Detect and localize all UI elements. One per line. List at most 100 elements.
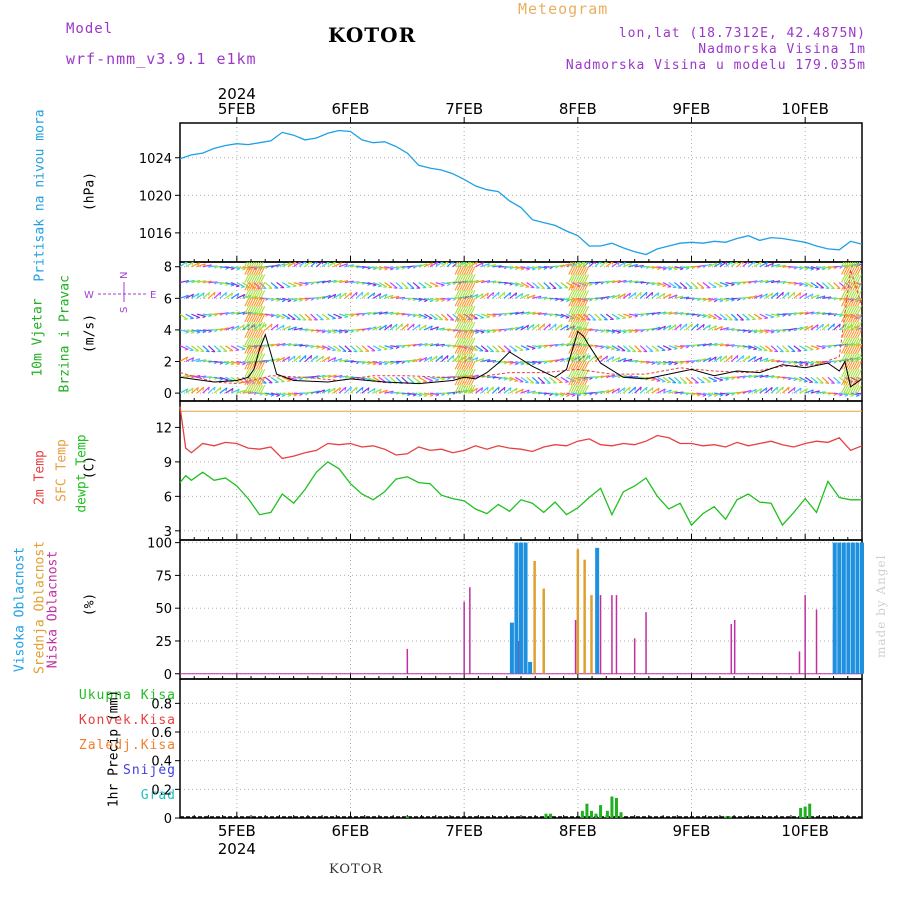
wind-arrow-head — [805, 293, 808, 297]
wind_gust-line — [179, 269, 863, 385]
wind-arrow-vertical — [850, 313, 856, 323]
wind-arrow-head — [338, 331, 343, 334]
wind-arrow-vertical — [248, 353, 254, 362]
wind-arrow — [600, 389, 610, 394]
wind-arrow-head — [793, 378, 798, 382]
wind-arrow — [190, 387, 199, 394]
wind-arrow-vertical — [577, 274, 583, 283]
wind-arrow-head — [293, 394, 298, 397]
wind-arrow — [554, 297, 565, 301]
wind-arrow-vertical — [253, 345, 259, 354]
wind-arrow — [236, 293, 246, 299]
wind-arrow-head — [361, 292, 364, 296]
wind-arrow-vertical — [841, 298, 846, 307]
wind-arrow — [645, 312, 656, 315]
wind-arrow-head — [685, 361, 690, 365]
wind-arrow — [605, 388, 615, 394]
wind-arrow-head — [764, 331, 769, 334]
wind-arrow — [293, 392, 303, 395]
wind-arrow-vertical — [847, 345, 853, 354]
wind-arrow-vertical — [251, 266, 257, 275]
wind-arrow-head — [634, 315, 639, 318]
model-elevation-label: Nadmorska Visina u modelu 179.035m — [565, 58, 866, 73]
wind-arrow-vertical — [260, 282, 266, 291]
wind-arrow-head — [549, 393, 553, 397]
wind-arrow — [657, 360, 667, 365]
wind-arrow — [412, 323, 421, 331]
wind-arrow-vertical — [251, 345, 257, 354]
wind-arrow — [833, 376, 841, 384]
wind-arrow — [645, 360, 655, 364]
wind-arrow — [486, 264, 496, 268]
wind-arrow — [759, 357, 769, 363]
wind-arrow-vertical — [251, 305, 257, 315]
wind-arrow — [788, 327, 798, 331]
wind-arrow — [214, 360, 224, 364]
wind-arrow — [605, 356, 615, 363]
wind-arrow — [622, 345, 631, 352]
wind-arrow — [770, 313, 781, 317]
cloud-ytick-label: 50 — [155, 602, 172, 617]
wind-arrow — [759, 279, 769, 284]
wind-arrow — [730, 262, 738, 268]
wind-arrow — [651, 326, 661, 331]
wind-arrow — [338, 313, 348, 318]
wind-arrow-head — [611, 348, 615, 351]
wind-arrow-field — [180, 262, 862, 397]
wind-arrow-vertical — [584, 274, 590, 283]
wind-arrow — [628, 280, 638, 284]
wind-arrow-head — [838, 323, 841, 328]
wind-arrow — [509, 281, 519, 286]
wind-arrow — [219, 387, 228, 394]
wind-arrow — [736, 390, 746, 394]
wind-arrow-head — [225, 283, 229, 286]
wind-arrow — [503, 291, 512, 299]
wind-arrow-vertical — [854, 282, 860, 291]
wind-arrow-vertical — [857, 361, 862, 370]
wind-arrow — [497, 291, 506, 299]
wind-arrow-vertical — [251, 384, 257, 394]
wind-arrow-vertical — [468, 305, 474, 315]
wind-arrow-vertical — [852, 329, 858, 339]
wind-arrow-vertical — [852, 369, 858, 378]
wind-arrow-vertical — [841, 282, 846, 291]
wind-arrow-head — [657, 292, 660, 297]
wind-arrow-vertical — [260, 376, 266, 386]
wind-arrow-head — [634, 292, 637, 297]
wind-arrow-vertical — [470, 274, 476, 283]
wind-arrow-vertical — [570, 290, 576, 299]
wind-arrow-head — [407, 266, 411, 270]
wind-arrow — [804, 281, 814, 288]
wind-arrow — [202, 280, 212, 284]
wind-arrow-head — [830, 287, 835, 290]
wind-arrow — [441, 262, 448, 268]
wind-arrow-vertical — [465, 384, 471, 394]
wind-arrow — [287, 313, 296, 320]
wind-arrow-vertical — [568, 313, 574, 323]
wind-arrow — [384, 323, 393, 331]
wind-arrow — [696, 323, 705, 331]
wind-arrow-vertical — [459, 329, 465, 339]
wind-arrow-vertical — [570, 266, 576, 275]
wind-arrow-head — [657, 387, 660, 392]
wind-arrow — [816, 266, 826, 270]
wind-arrow-head — [447, 298, 451, 302]
wind-arrow — [782, 291, 790, 299]
wind-arrow-head — [429, 380, 433, 383]
wind-arrow-head — [282, 324, 285, 329]
wind-arrow-head — [719, 356, 722, 360]
wind-arrow-vertical — [854, 337, 860, 346]
wind-arrow-vertical — [248, 321, 254, 331]
wind-arrow-vertical — [255, 384, 261, 394]
wind-arrow-vertical — [857, 262, 861, 267]
wind-arrow-vertical — [456, 262, 461, 267]
wind-arrow — [276, 313, 286, 319]
wind-arrow-vertical — [470, 337, 476, 346]
wind-arrow — [765, 345, 773, 352]
wind-arrow — [191, 313, 200, 319]
wind-arrow — [696, 376, 705, 384]
wind-arrow — [531, 282, 540, 289]
wind-arrow-vertical — [463, 384, 469, 394]
wind-arrow — [509, 387, 518, 394]
wind-arrow — [662, 266, 672, 270]
